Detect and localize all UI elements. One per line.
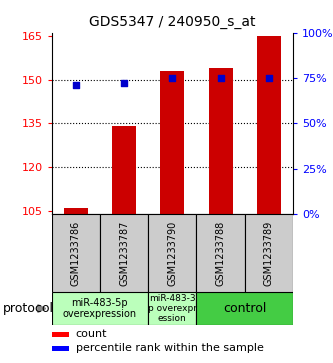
Text: GSM1233788: GSM1233788 <box>215 221 226 286</box>
Text: protocol: protocol <box>3 302 54 315</box>
Point <box>266 75 272 81</box>
Bar <box>52 214 100 292</box>
Bar <box>208 68 233 214</box>
Bar <box>160 71 184 214</box>
Title: GDS5347 / 240950_s_at: GDS5347 / 240950_s_at <box>89 15 256 29</box>
Point <box>73 82 79 88</box>
Text: percentile rank within the sample: percentile rank within the sample <box>76 343 264 353</box>
Bar <box>64 208 88 214</box>
Bar <box>196 292 293 325</box>
Bar <box>100 214 148 292</box>
Bar <box>52 332 69 337</box>
Bar <box>148 292 196 325</box>
Text: miR-483-5p
overexpression: miR-483-5p overexpression <box>63 298 137 319</box>
Point <box>170 75 175 81</box>
Bar <box>245 214 293 292</box>
Text: control: control <box>223 302 266 315</box>
Text: GSM1233789: GSM1233789 <box>264 221 274 286</box>
Text: GSM1233786: GSM1233786 <box>71 221 81 286</box>
Text: GSM1233790: GSM1233790 <box>167 221 177 286</box>
Text: count: count <box>76 330 107 339</box>
Bar <box>112 126 136 214</box>
Bar <box>52 346 69 351</box>
Point <box>122 81 127 86</box>
Point <box>218 75 223 81</box>
Text: miR-483-3
p overexpr
ession: miR-483-3 p overexpr ession <box>148 294 197 323</box>
Bar <box>257 36 281 214</box>
Bar <box>196 214 245 292</box>
Bar <box>52 292 148 325</box>
Text: GSM1233787: GSM1233787 <box>119 220 129 286</box>
Bar <box>148 214 196 292</box>
